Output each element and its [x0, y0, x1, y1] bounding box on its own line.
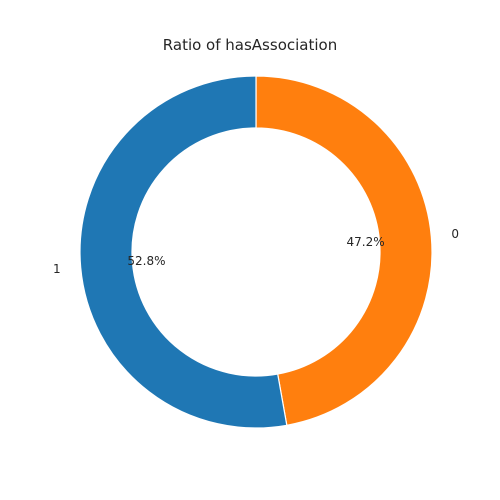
slice-0 [255, 75, 433, 426]
slice-1 [79, 75, 288, 429]
pct-label-0: 47.2% [347, 235, 385, 249]
chart-title: Ratio of hasAssociation [162, 36, 338, 54]
slice-label-0: 0 [451, 227, 459, 241]
pct-label-1: 52.8% [127, 254, 165, 268]
slice-label-1: 1 [53, 262, 61, 276]
